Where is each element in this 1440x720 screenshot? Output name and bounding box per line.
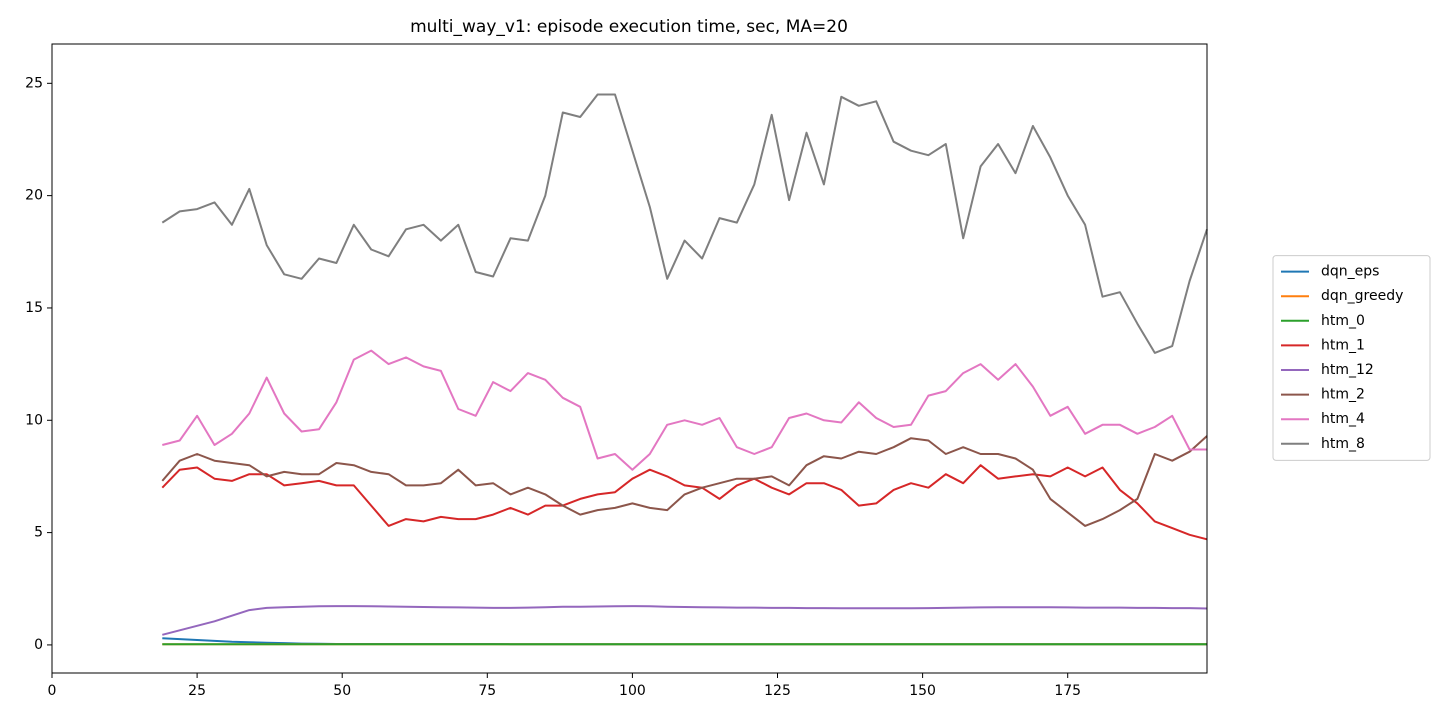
chart-title: multi_way_v1: episode execution time, se…: [410, 17, 848, 37]
x-tick-label: 150: [909, 683, 936, 699]
legend-label: dqn_eps: [1321, 264, 1379, 280]
x-tick-label: 125: [764, 683, 791, 699]
legend-label: htm_0: [1321, 313, 1365, 329]
y-tick-label: 25: [25, 75, 43, 91]
legend-label: htm_2: [1321, 387, 1365, 403]
y-tick-label: 5: [34, 525, 43, 541]
plot-frame: [51, 43, 1208, 674]
legend-label: htm_4: [1321, 411, 1365, 427]
x-tick-label: 50: [333, 683, 351, 699]
legend-label: htm_12: [1321, 362, 1374, 378]
x-tick-label: 100: [619, 683, 646, 699]
legend-label: htm_8: [1321, 436, 1365, 452]
series-line: [161, 435, 1208, 527]
x-tick-label: 175: [1054, 683, 1081, 699]
legend-box: [1272, 255, 1431, 461]
legend-label: dqn_greedy: [1321, 288, 1403, 304]
series-line: [162, 349, 1207, 471]
x-tick-label: 0: [48, 683, 57, 699]
series-line: [161, 93, 1208, 354]
x-tick-label: 25: [188, 683, 206, 699]
series-line: [161, 464, 1208, 541]
legend-label: htm_1: [1321, 337, 1365, 353]
y-tick-label: 0: [34, 637, 43, 653]
series-line: [162, 605, 1208, 636]
y-tick-label: 15: [25, 300, 43, 316]
y-tick-label: 10: [25, 412, 43, 428]
y-tick-label: 20: [25, 188, 43, 204]
x-tick-label: 75: [478, 683, 496, 699]
